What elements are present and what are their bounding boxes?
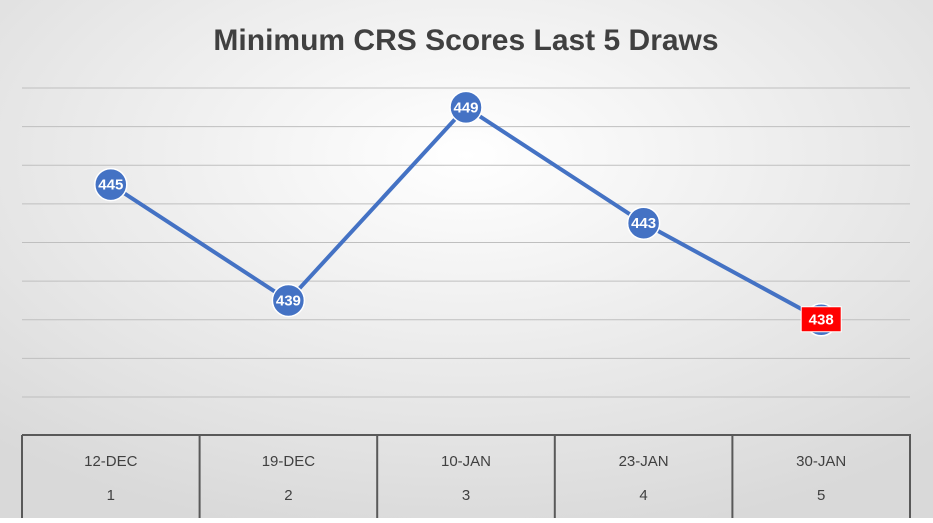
x-tick-label: 23-JAN xyxy=(619,453,669,470)
marker xyxy=(449,90,483,125)
data-label: 445 xyxy=(98,177,123,194)
x-tick-sublabel: 1 xyxy=(107,487,115,504)
chart-title: Minimum CRS Scores Last 5 Draws xyxy=(213,24,718,57)
x-tick-sublabel: 3 xyxy=(462,487,470,504)
grid xyxy=(22,87,910,398)
label-highlight xyxy=(800,306,842,333)
x-tick-label: 12-DEC xyxy=(84,453,138,470)
marker xyxy=(626,206,661,240)
x-tick-sublabel: 2 xyxy=(284,487,292,504)
x-tick-label: 30-JAN xyxy=(796,453,846,470)
x-tick-sublabel: 5 xyxy=(817,487,825,504)
plot: 445 439 449 443 438 xyxy=(94,90,842,337)
x-tick-label: 10-JAN xyxy=(441,453,491,470)
marker xyxy=(94,167,128,202)
data-label: 449 xyxy=(453,99,478,116)
category-axis: 12-DEC 1 19-DEC 2 10-JAN 3 23-JAN 4 30-JAN 5 xyxy=(21,434,911,518)
data-label: 439 xyxy=(276,292,301,309)
x-tick-label: 19-DEC xyxy=(262,453,316,470)
marker xyxy=(271,283,306,318)
data-label: 443 xyxy=(631,215,656,232)
x-tick-sublabel: 4 xyxy=(639,487,647,504)
data-label: 438 xyxy=(809,312,834,329)
